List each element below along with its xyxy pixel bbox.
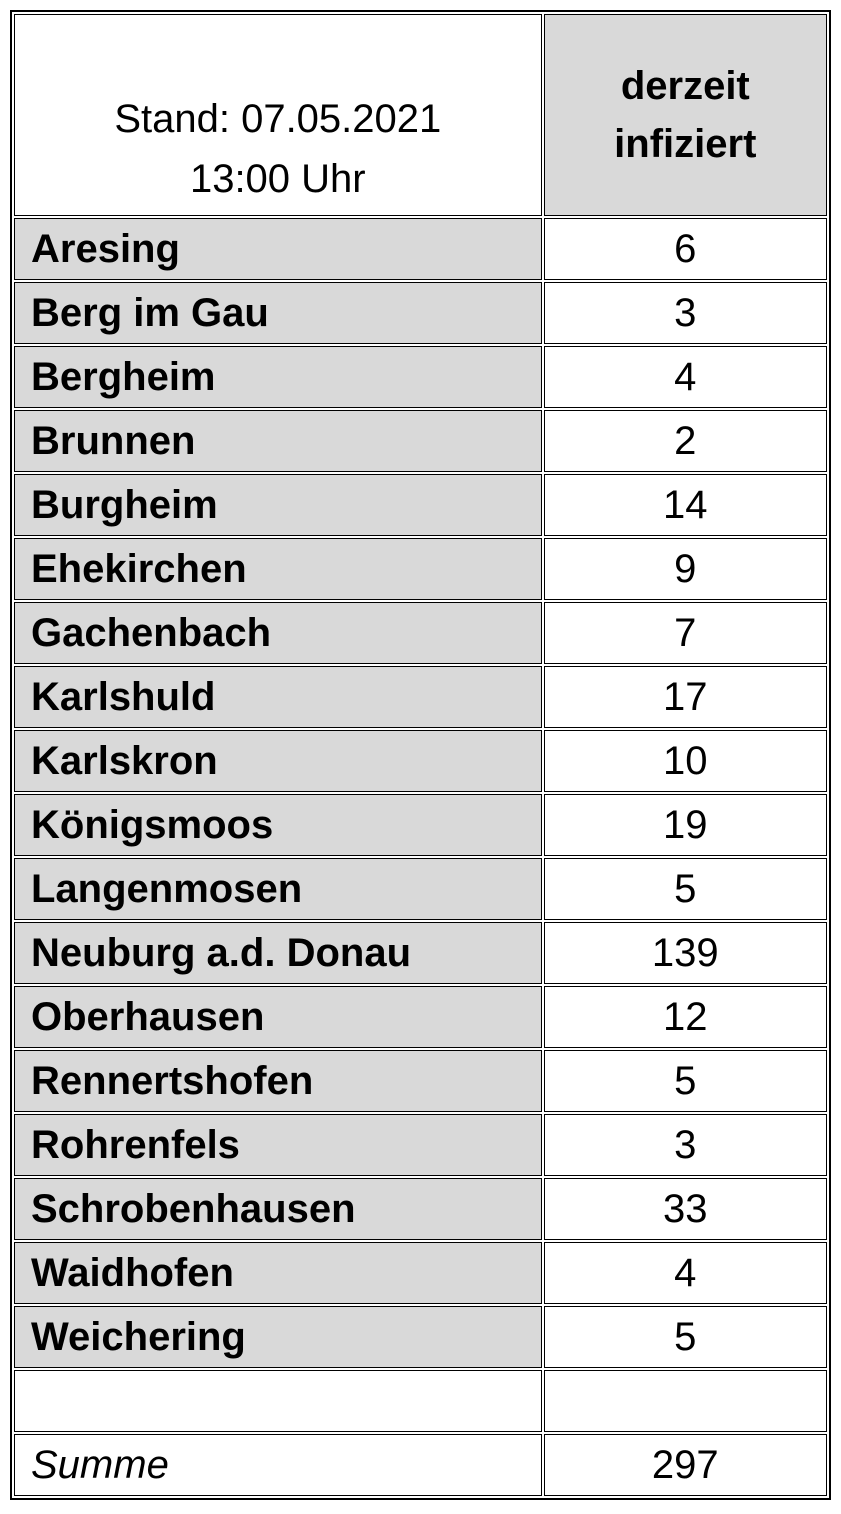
- infected-count: 19: [543, 794, 827, 856]
- table-row: Langenmosen 5: [14, 858, 827, 920]
- date-header-cell: Stand: 07.05.2021 13:00 Uhr: [14, 14, 542, 216]
- municipality-name: Bergheim: [14, 346, 542, 408]
- infected-count: 3: [543, 1114, 827, 1176]
- municipality-name: Burgheim: [14, 474, 542, 536]
- municipality-name: Rennertshofen: [14, 1050, 542, 1112]
- municipality-name: Waidhofen: [14, 1242, 542, 1304]
- infected-count: 33: [543, 1178, 827, 1240]
- municipality-name: Berg im Gau: [14, 282, 542, 344]
- table-row: Königsmoos 19: [14, 794, 827, 856]
- municipality-name: Gachenbach: [14, 602, 542, 664]
- empty-row: [14, 1370, 827, 1432]
- table-row: Brunnen 2: [14, 410, 827, 472]
- infected-count: 14: [543, 474, 827, 536]
- table-row: Rennertshofen 5: [14, 1050, 827, 1112]
- municipality-name: Königsmoos: [14, 794, 542, 856]
- infected-count: 6: [543, 218, 827, 280]
- infected-count: 3: [543, 282, 827, 344]
- table-row: Neuburg a.d. Donau 139: [14, 922, 827, 984]
- table-row: Rohrenfels 3: [14, 1114, 827, 1176]
- municipality-name: Schrobenhausen: [14, 1178, 542, 1240]
- infected-count: 4: [543, 1242, 827, 1304]
- empty-value-cell: [543, 1370, 827, 1432]
- table-row: Karlshuld 17: [14, 666, 827, 728]
- municipality-name: Karlskron: [14, 730, 542, 792]
- infected-count: 139: [543, 922, 827, 984]
- table-row: Bergheim 4: [14, 346, 827, 408]
- infected-count: 5: [543, 858, 827, 920]
- infected-count: 7: [543, 602, 827, 664]
- summary-label: Summe: [14, 1434, 542, 1496]
- municipality-name: Karlshuld: [14, 666, 542, 728]
- municipality-name: Langenmosen: [14, 858, 542, 920]
- table-row: Aresing 6: [14, 218, 827, 280]
- empty-name-cell: [14, 1370, 542, 1432]
- table-row: Weichering 5: [14, 1306, 827, 1368]
- infected-label-line1: derzeit: [620, 64, 750, 108]
- infected-count: 12: [543, 986, 827, 1048]
- infected-count: 17: [543, 666, 827, 728]
- summary-row: Summe 297: [14, 1434, 827, 1496]
- infected-count: 9: [543, 538, 827, 600]
- infected-count: 4: [543, 346, 827, 408]
- infected-count: 5: [543, 1050, 827, 1112]
- infected-label-line2: infiziert: [614, 122, 757, 166]
- header-row: Stand: 07.05.2021 13:00 Uhr derzeit infi…: [14, 14, 827, 216]
- table-row: Schrobenhausen 33: [14, 1178, 827, 1240]
- stand-time-line: 13:00 Uhr: [189, 157, 366, 201]
- municipality-name: Neuburg a.d. Donau: [14, 922, 542, 984]
- municipality-name: Aresing: [14, 218, 542, 280]
- municipality-name: Weichering: [14, 1306, 542, 1368]
- municipality-name: Ehekirchen: [14, 538, 542, 600]
- infected-count: 10: [543, 730, 827, 792]
- table-row: Gachenbach 7: [14, 602, 827, 664]
- municipality-name: Oberhausen: [14, 986, 542, 1048]
- table-row: Burgheim 14: [14, 474, 827, 536]
- value-header-cell: derzeit infiziert: [543, 14, 827, 216]
- table-row: Waidhofen 4: [14, 1242, 827, 1304]
- infected-count: 2: [543, 410, 827, 472]
- infected-count: 5: [543, 1306, 827, 1368]
- stand-date-line: Stand: 07.05.2021: [114, 97, 442, 141]
- table-row: Karlskron 10: [14, 730, 827, 792]
- municipality-name: Brunnen: [14, 410, 542, 472]
- table-row: Oberhausen 12: [14, 986, 827, 1048]
- table-row: Berg im Gau 3: [14, 282, 827, 344]
- municipality-name: Rohrenfels: [14, 1114, 542, 1176]
- infection-table: Stand: 07.05.2021 13:00 Uhr derzeit infi…: [10, 10, 831, 1500]
- summary-value: 297: [543, 1434, 827, 1496]
- table-row: Ehekirchen 9: [14, 538, 827, 600]
